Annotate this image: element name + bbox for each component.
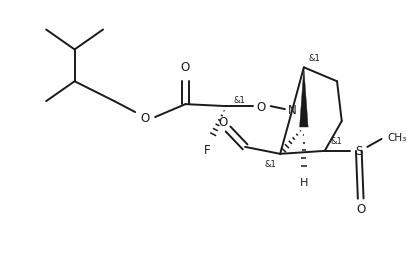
Text: O: O bbox=[356, 202, 365, 215]
Text: N: N bbox=[288, 103, 297, 116]
Text: O: O bbox=[181, 61, 190, 74]
Text: O: O bbox=[219, 115, 228, 128]
Text: &1: &1 bbox=[234, 95, 245, 104]
Text: &1: &1 bbox=[265, 160, 277, 169]
Text: F: F bbox=[204, 144, 210, 157]
Text: CH₃: CH₃ bbox=[387, 132, 407, 142]
Text: H: H bbox=[300, 177, 308, 187]
Text: O: O bbox=[140, 111, 149, 124]
Text: O: O bbox=[256, 100, 266, 113]
Text: S: S bbox=[355, 145, 363, 158]
Text: &1: &1 bbox=[309, 54, 320, 63]
Polygon shape bbox=[300, 68, 308, 128]
Text: &1: &1 bbox=[330, 137, 342, 146]
